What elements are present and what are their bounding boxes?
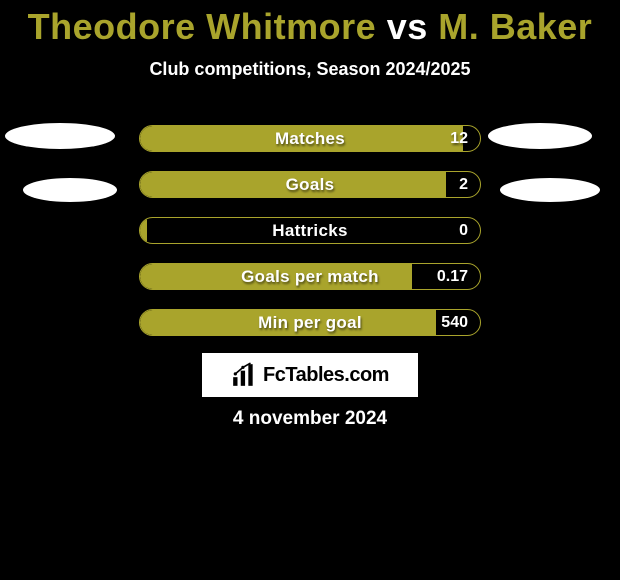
subtitle: Club competitions, Season 2024/2025 <box>0 59 620 80</box>
player2-avatar-shape-1 <box>488 123 592 149</box>
comparison-card: Theodore Whitmore vs M. Baker Club compe… <box>0 0 620 580</box>
stat-label: Goals per match <box>140 264 480 289</box>
stat-value: 540 <box>441 310 468 335</box>
stat-label: Hattricks <box>140 218 480 243</box>
date-text: 4 november 2024 <box>0 408 620 430</box>
player1-name: Theodore Whitmore <box>28 6 377 47</box>
stat-bars: Matches 12 Goals 2 Hattricks 0 Goals per… <box>139 125 481 355</box>
stat-row-min-per-goal: Min per goal 540 <box>139 309 481 336</box>
stat-row-matches: Matches 12 <box>139 125 481 152</box>
stat-value: 0 <box>459 218 468 243</box>
stat-row-hattricks: Hattricks 0 <box>139 217 481 244</box>
brand-text: FcTables.com <box>263 364 389 387</box>
player2-name: M. Baker <box>438 6 592 47</box>
player1-avatar-shape-2 <box>23 178 117 202</box>
player2-avatar-shape-2 <box>500 178 600 202</box>
stat-row-goals: Goals 2 <box>139 171 481 198</box>
stat-label: Min per goal <box>140 310 480 335</box>
vs-text: vs <box>387 6 428 47</box>
brand-logo-box: FcTables.com <box>202 353 418 397</box>
stat-value: 0.17 <box>437 264 468 289</box>
bar-chart-icon <box>231 362 257 388</box>
stat-row-goals-per-match: Goals per match 0.17 <box>139 263 481 290</box>
stat-value: 2 <box>459 172 468 197</box>
page-title: Theodore Whitmore vs M. Baker <box>0 0 620 47</box>
stat-value: 12 <box>450 126 468 151</box>
player1-avatar-shape-1 <box>5 123 115 149</box>
stat-label: Goals <box>140 172 480 197</box>
stat-label: Matches <box>140 126 480 151</box>
